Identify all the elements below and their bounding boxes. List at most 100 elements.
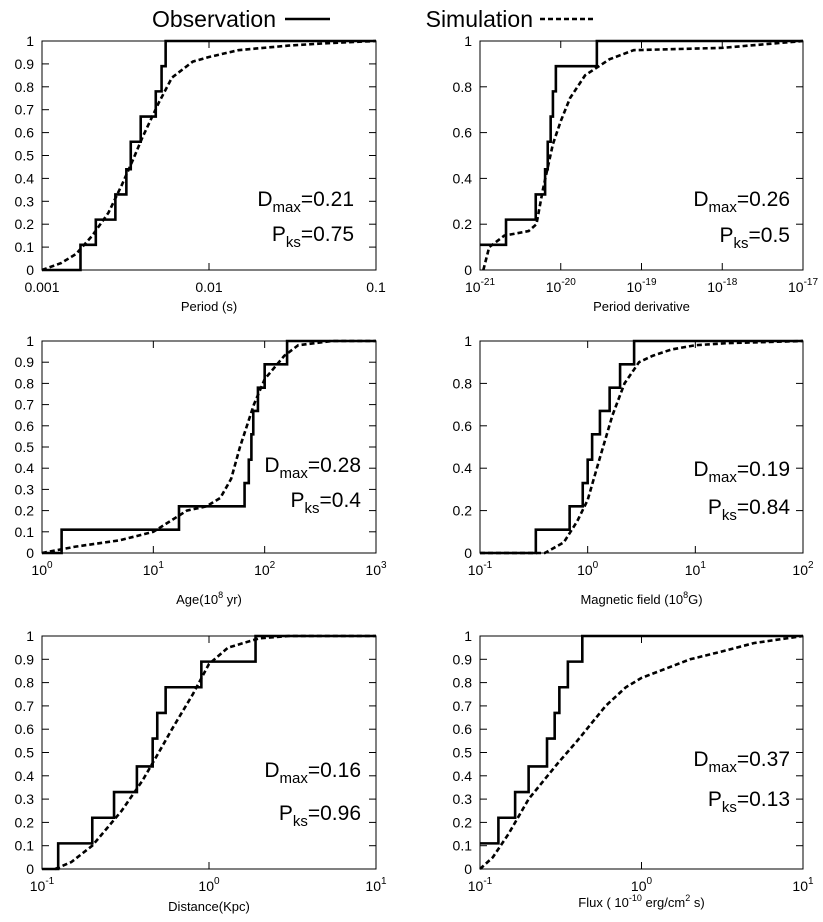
y-tick-label: 0.5 — [15, 439, 35, 455]
stat-annotation: Pks=0.13 — [708, 788, 790, 816]
tick-base: 10 — [31, 562, 47, 578]
label-superscript: 8 — [683, 590, 688, 600]
stat-value: =0.13 — [737, 788, 790, 811]
x-axis-label: Period (s) — [181, 299, 237, 314]
y-tick-label: 0.5 — [15, 148, 35, 164]
x-tick-label: 102 — [254, 560, 276, 578]
x-tick-label: 10-1 — [30, 876, 55, 894]
stat-value: =0.4 — [320, 489, 362, 512]
tick-base: 10 — [143, 562, 159, 578]
y-tick-label: 0.4 — [453, 170, 473, 186]
tick-base: 10 — [365, 878, 381, 894]
label-superscript: -10 — [629, 893, 642, 903]
stat-symbol: P — [720, 224, 734, 247]
stat-annotation: Dmax=0.26 — [693, 188, 790, 216]
stat-value: =0.84 — [737, 496, 790, 519]
cdf-line — [42, 634, 376, 871]
x-tick-label: 100 — [631, 876, 653, 894]
stat-value: =0.19 — [737, 458, 790, 481]
legend-label: Simulation — [426, 6, 533, 32]
y-tick-label: 0.8 — [15, 375, 35, 391]
stat-value: =0.21 — [301, 188, 354, 211]
y-tick-label: 0.3 — [453, 791, 473, 807]
tick-exponent: 2 — [270, 560, 276, 571]
label-part: erg/cm — [642, 895, 685, 910]
tick-base: 10 — [788, 279, 804, 295]
tick-exponent: 3 — [381, 560, 387, 571]
cdf-line — [54, 634, 376, 871]
tick-exponent: -1 — [45, 876, 54, 887]
y-tick-label: 0.1 — [15, 239, 35, 255]
label-part: Magnetic field (10 — [580, 592, 683, 607]
stat-subscript: max — [709, 469, 738, 486]
x-axis-label: Magnetic field (108G) — [580, 590, 702, 607]
x-tick-label: 101 — [365, 876, 387, 894]
stat-symbol: D — [693, 188, 708, 211]
tick-exponent: 2 — [808, 560, 814, 571]
x-tick-label: 10-21 — [465, 277, 495, 295]
x-tick-label: 10-1 — [468, 560, 493, 578]
stat-annotation: Dmax=0.37 — [693, 748, 790, 776]
y-tick-label: 0 — [26, 861, 34, 877]
y-tick-label: 0.4 — [15, 768, 35, 784]
tick-base: 10 — [685, 562, 701, 578]
y-tick-label: 0.1 — [15, 838, 35, 854]
x-tick-label: 100 — [577, 560, 599, 578]
x-axis-label: Age(108 yr) — [176, 590, 242, 607]
stat-value: =0.16 — [308, 759, 361, 782]
cdf-line — [42, 39, 376, 272]
stat-symbol: D — [257, 188, 272, 211]
tick-base: 10 — [254, 562, 270, 578]
stat-subscript: ks — [722, 799, 737, 816]
y-tick-label: 0.9 — [453, 651, 473, 667]
y-tick-label: 0 — [464, 545, 472, 561]
x-axis-label: Period derivative — [593, 299, 690, 314]
y-tick-label: 0.2 — [15, 216, 35, 232]
stat-value: =0.96 — [308, 802, 361, 825]
y-tick-label: 0.4 — [453, 460, 473, 476]
y-tick-label: 0.6 — [15, 721, 35, 737]
plot-frame — [41, 340, 377, 554]
y-tick-label: 0.6 — [453, 721, 473, 737]
tick-exponent: 1 — [700, 560, 706, 571]
stat-symbol: D — [264, 454, 279, 477]
tick-exponent: -1 — [483, 560, 492, 571]
x-tick-label: 10-17 — [788, 277, 818, 295]
stat-symbol: D — [693, 748, 708, 771]
stat-subscript: ks — [293, 813, 308, 830]
cdf-line — [41, 339, 376, 555]
tick-exponent: -20 — [561, 277, 576, 288]
y-tick-label: 1 — [464, 33, 472, 49]
stat-subscript: ks — [722, 507, 737, 524]
x-axis-label: Flux ( 10-10 erg/cm2 s) — [578, 893, 704, 910]
tick-exponent: -21 — [481, 277, 496, 288]
tick-base: 10 — [468, 878, 484, 894]
x-tick-label: 101 — [143, 560, 165, 578]
label-part: G) — [688, 592, 702, 607]
legend-label: Observation — [152, 6, 276, 32]
stat-annotation: Pks=0.84 — [708, 496, 790, 524]
tick-exponent: -18 — [723, 277, 738, 288]
y-tick-label: 0.4 — [453, 768, 473, 784]
cdf-line — [480, 634, 803, 845]
y-tick-label: 0.8 — [453, 79, 473, 95]
stat-annotation: Dmax=0.16 — [264, 759, 361, 787]
y-tick-label: 0 — [26, 545, 34, 561]
tick-exponent: -1 — [483, 876, 492, 887]
y-tick-label: 0.5 — [453, 745, 473, 761]
label-part: Age(10 — [176, 592, 218, 607]
stat-symbol: D — [693, 458, 708, 481]
y-tick-label: 0.7 — [15, 102, 35, 118]
x-tick-label: 0.001 — [24, 279, 59, 295]
x-tick-label: 10-20 — [546, 277, 576, 295]
x-tick-label: 102 — [792, 560, 814, 578]
stat-annotation: Dmax=0.21 — [257, 188, 354, 216]
cdf-line — [480, 39, 803, 247]
stat-symbol: D — [264, 759, 279, 782]
y-tick-label: 0.2 — [15, 814, 35, 830]
stat-symbol: P — [279, 802, 293, 825]
y-tick-label: 0.8 — [15, 675, 35, 691]
